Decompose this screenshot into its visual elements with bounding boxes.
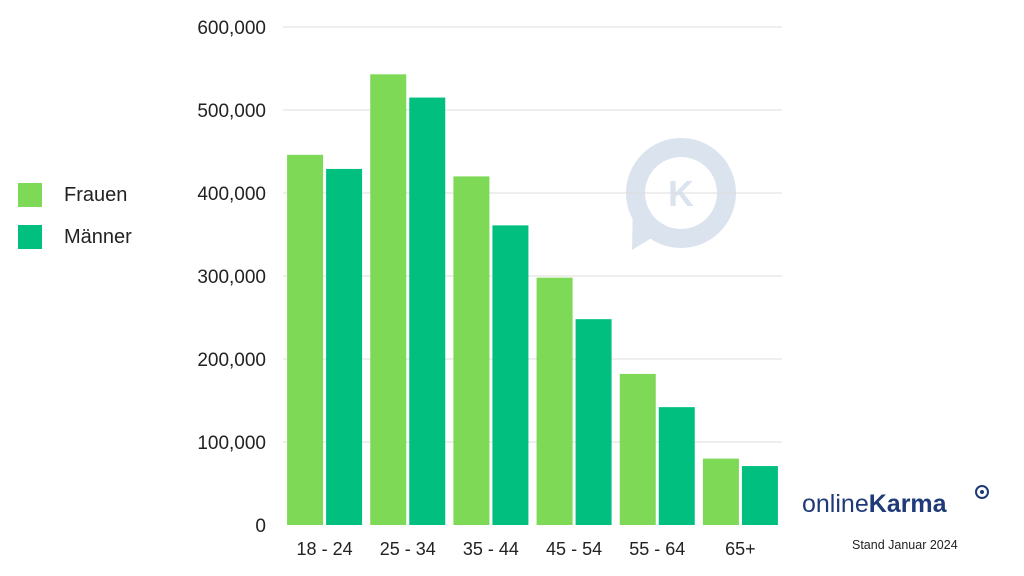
bar-frauen xyxy=(536,277,573,525)
legend: Frauen Männer xyxy=(18,182,132,266)
bar-frauen xyxy=(453,176,490,525)
bar-maenner xyxy=(409,97,446,526)
bars xyxy=(287,74,778,526)
x-tick-label: 65+ xyxy=(725,539,756,559)
bar-maenner xyxy=(575,319,612,525)
legend-swatch-maenner xyxy=(18,225,42,249)
y-tick-label: 0 xyxy=(255,516,266,537)
bar-frauen xyxy=(619,373,656,525)
y-tick-label: 300,000 xyxy=(197,267,266,288)
legend-item-maenner: Männer xyxy=(18,224,132,250)
footnote: Stand Januar 2024 xyxy=(852,538,958,552)
gridlines xyxy=(283,26,782,443)
x-tick-labels: 18 - 24 25 - 34 35 - 44 45 - 54 55 - 64 65+ xyxy=(297,539,756,559)
x-tick-label: 45 - 54 xyxy=(546,539,602,559)
legend-swatch-frauen xyxy=(18,183,42,207)
bar-frauen xyxy=(370,74,407,525)
brand-target-icon xyxy=(975,485,989,499)
legend-label-frauen: Frauen xyxy=(64,183,128,206)
bar-maenner xyxy=(741,466,778,525)
bar-maenner xyxy=(326,168,363,525)
x-tick-label: 35 - 44 xyxy=(463,539,519,559)
brand-logo: onlineKarma xyxy=(802,490,947,519)
legend-item-frauen: Frauen xyxy=(18,182,132,208)
bar-frauen xyxy=(287,154,324,525)
y-tick-label: 100,000 xyxy=(197,433,266,454)
bar-maenner xyxy=(492,225,529,525)
y-tick-label: 500,000 xyxy=(197,101,266,122)
bar-frauen xyxy=(702,458,739,525)
watermark-k-logo: K xyxy=(626,138,736,250)
x-tick-label: 25 - 34 xyxy=(380,539,436,559)
x-tick-label: 55 - 64 xyxy=(629,539,685,559)
y-tick-label: 600,000 xyxy=(197,18,266,39)
x-tick-label: 18 - 24 xyxy=(297,539,353,559)
y-tick-label: 400,000 xyxy=(197,184,266,205)
y-tick-labels: 0 100,000 200,000 300,000 400,000 500,000 600,… xyxy=(197,18,266,537)
y-tick-label: 200,000 xyxy=(197,350,266,371)
brand-prefix: online xyxy=(802,490,869,518)
bar-maenner xyxy=(658,407,695,525)
brand-strong: Karma xyxy=(868,490,947,518)
legend-label-maenner: Männer xyxy=(64,225,132,248)
